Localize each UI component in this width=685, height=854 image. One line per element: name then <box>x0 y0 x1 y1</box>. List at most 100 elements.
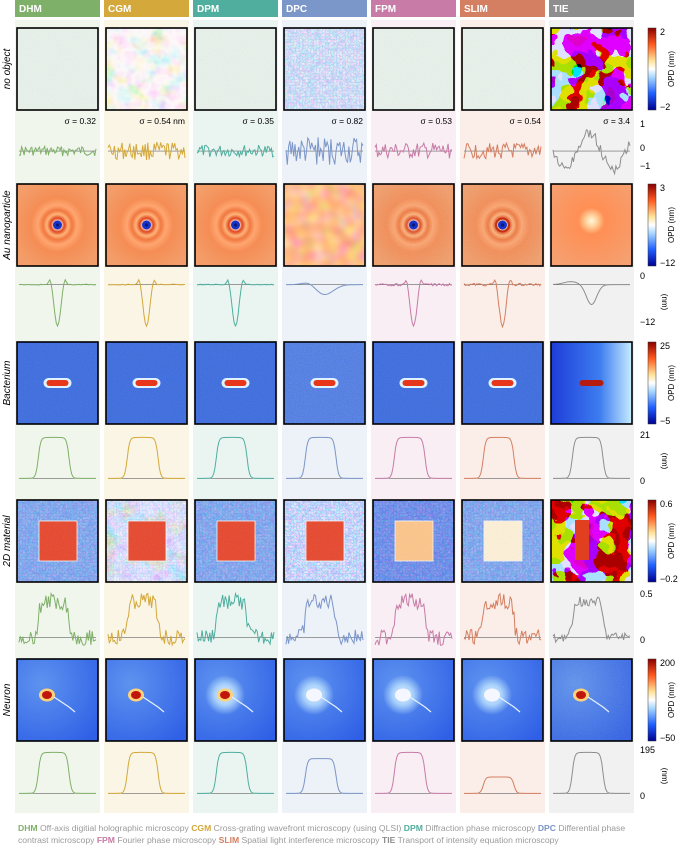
profile-plot <box>19 436 96 479</box>
profile-plot <box>108 436 185 479</box>
header-dpc <box>282 0 367 17</box>
colorbar-label: OPD (nm) <box>667 207 676 243</box>
image-panel <box>194 183 277 267</box>
legend-abbr: DHM <box>18 823 38 833</box>
image-panel <box>461 658 544 742</box>
profile-plot <box>197 436 274 479</box>
legend-abbr: SLIM <box>218 835 240 845</box>
profile-plot <box>197 751 274 794</box>
profile-plot: σ = 0.53 <box>374 116 453 160</box>
image-panel <box>105 341 188 425</box>
profile-plot <box>463 278 542 329</box>
image-panel <box>16 183 99 267</box>
profile-axis: 0.50 <box>640 589 653 645</box>
image-panel <box>283 499 366 583</box>
colorbar-min: −12 <box>660 258 675 268</box>
legend-abbr: FPM <box>96 835 115 845</box>
profile-unit: (nm) <box>660 453 669 470</box>
profile-plot <box>18 278 97 328</box>
colorbar: 2 −2 OPD (nm) <box>647 27 676 112</box>
header-dhm <box>15 0 100 17</box>
image-panel <box>550 27 633 111</box>
image-panel <box>105 658 188 742</box>
image-panel <box>461 341 544 425</box>
image-panel <box>461 183 544 267</box>
noise-sigma-label: σ = 0.35 <box>243 116 275 126</box>
header-label: SLIM <box>464 4 488 15</box>
image-panel <box>283 341 366 425</box>
colorbar-max: 200 <box>660 658 675 668</box>
profile-plot <box>108 751 185 794</box>
image-panel <box>16 341 99 425</box>
image-panel <box>16 27 99 111</box>
image-panel <box>550 499 633 583</box>
legend-text: Off-axis digitial holographic microscopy <box>37 823 192 833</box>
profile-plot: σ = 0.82 <box>285 116 364 165</box>
colorbar-max: 0.6 <box>660 499 673 509</box>
legend-abbr: CGM <box>191 823 212 833</box>
profile-plot <box>286 758 363 794</box>
image-panel <box>372 27 455 111</box>
profile-plot <box>196 278 275 328</box>
profile-plot <box>196 591 275 646</box>
profile-plot <box>107 592 186 647</box>
profile-unit: (nm) <box>660 294 669 311</box>
header-label: DHM <box>19 4 42 15</box>
colorbar-label: OPD (nm) <box>667 523 676 559</box>
image-panel <box>283 27 366 111</box>
colorbar-label: OPD (nm) <box>667 682 676 718</box>
profile-tick: 0 <box>640 791 645 801</box>
image-panel <box>550 658 633 742</box>
profile-tick: −1 <box>640 161 650 171</box>
colorbar-max: 25 <box>660 341 670 351</box>
profile-tick: 0 <box>640 476 645 486</box>
profile-axis: 0 −12 (nm) <box>640 271 669 327</box>
image-panel <box>194 341 277 425</box>
legend-abbr: DPC <box>537 823 556 833</box>
profile-tick: 21 <box>640 430 650 440</box>
profile-plot <box>553 436 630 479</box>
profile-plot <box>18 592 97 646</box>
profile-tick: 1 <box>640 119 645 129</box>
image-panel <box>194 658 277 742</box>
colorbar: 0.6 −0.2 OPD (nm) <box>647 499 678 584</box>
colorbar-label: OPD (nm) <box>667 51 676 87</box>
profile-plot <box>375 751 452 794</box>
colorbar-max: 3 <box>660 183 665 193</box>
profile-plot <box>286 282 363 296</box>
image-panel <box>194 499 277 583</box>
profile-plot: σ = 0.54 nm <box>107 116 186 161</box>
header-label: DPM <box>197 4 219 15</box>
image-panel <box>283 658 366 742</box>
profile-plot <box>463 592 542 646</box>
legend-text: Spatial light interference microscopy <box>239 835 382 845</box>
profile-plot <box>108 278 185 328</box>
profile-tick: 0 <box>640 271 645 281</box>
colorbar-label: OPD (nm) <box>667 365 676 401</box>
image-panel <box>461 27 544 111</box>
method-legend: DHM Off-axis digitial holographic micros… <box>18 822 630 846</box>
legend-text: Fourier phase microscopy <box>114 835 219 845</box>
header-slim <box>460 0 545 17</box>
noise-sigma-label: σ = 0.54 nm <box>139 116 185 126</box>
profile-plot <box>464 436 541 479</box>
row-label: 2D material <box>2 515 13 568</box>
profile-plot: σ = 3.4 <box>552 116 631 176</box>
header-tie <box>549 0 634 17</box>
image-panel <box>372 658 455 742</box>
noise-sigma-label: σ = 0.53 <box>421 116 453 126</box>
profile-tick: 0.5 <box>640 589 653 599</box>
profile-plot <box>552 281 630 306</box>
profile-tick: −12 <box>640 317 655 327</box>
legend-abbr: DPM <box>403 823 423 833</box>
profile-axis: 21 0 (nm) <box>640 430 669 486</box>
profile-plot <box>552 596 631 644</box>
colorbar: 200 −50 OPD (nm) <box>647 658 676 743</box>
image-panel <box>16 658 99 742</box>
image-panel <box>372 341 455 425</box>
profile-tick: 0 <box>640 635 645 645</box>
noise-sigma-label: σ = 0.32 <box>65 116 97 126</box>
row-label: no object <box>2 47 13 89</box>
profile-plot: σ = 0.54 <box>463 116 542 161</box>
